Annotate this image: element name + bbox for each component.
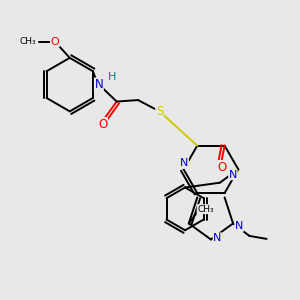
Text: N: N [229, 170, 237, 180]
Text: N: N [94, 78, 103, 91]
Text: CH₃: CH₃ [197, 205, 214, 214]
Text: O: O [50, 37, 59, 46]
Text: N: N [213, 233, 222, 243]
Text: CH₃: CH₃ [20, 37, 37, 46]
Text: O: O [98, 118, 107, 130]
Text: H: H [107, 72, 116, 82]
Text: N: N [235, 221, 243, 231]
Text: O: O [217, 160, 226, 173]
Text: N: N [180, 158, 188, 168]
Text: S: S [156, 105, 163, 118]
